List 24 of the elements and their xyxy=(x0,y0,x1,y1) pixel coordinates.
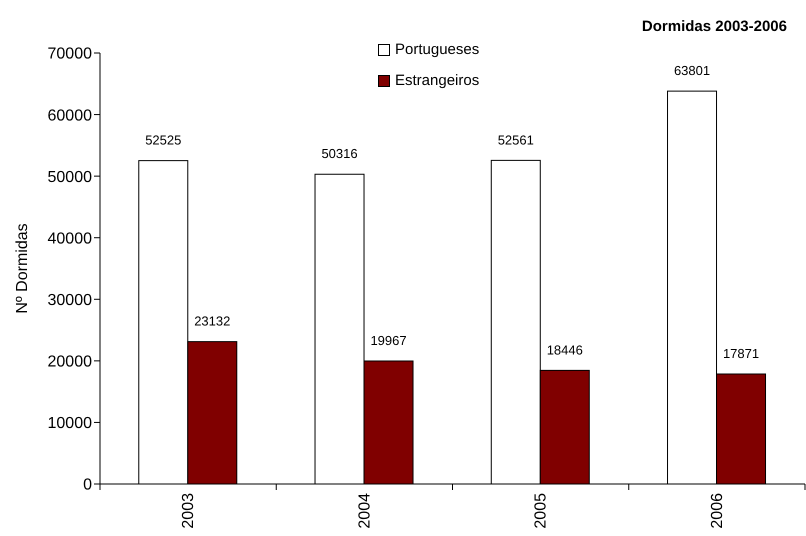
legend-label: Estrangeiros xyxy=(395,72,480,89)
y-tick-label: 60000 xyxy=(48,107,92,124)
legend-label: Portugueses xyxy=(395,41,480,58)
y-tick-label: 20000 xyxy=(48,354,92,371)
x-tick-label: 2006 xyxy=(708,492,726,529)
data-label: 17871 xyxy=(722,346,760,361)
chart-title: Dormidas 2003-2006 xyxy=(642,18,787,36)
data-label: 19967 xyxy=(370,333,407,348)
data-label: 50316 xyxy=(321,146,358,162)
data-label: 52525 xyxy=(145,132,182,148)
x-tick-label: 2004 xyxy=(356,492,373,529)
y-tick-label: 0 xyxy=(83,476,92,494)
data-label: 18446 xyxy=(546,342,583,358)
y-tick-label: 10000 xyxy=(48,415,92,432)
y-tick-label: 40000 xyxy=(48,230,92,248)
y-tick-label: 50000 xyxy=(48,168,92,186)
x-tick-label: 2003 xyxy=(180,492,197,529)
data-label: 23132 xyxy=(194,314,230,329)
data-label: 52561 xyxy=(498,132,534,148)
data-label: 63801 xyxy=(674,63,710,78)
y-tick-label: 30000 xyxy=(48,292,92,309)
x-tick-label: 2005 xyxy=(532,492,550,529)
y-tick-label: 70000 xyxy=(48,46,92,63)
y-axis-title: Nº Dormidas xyxy=(14,223,30,314)
